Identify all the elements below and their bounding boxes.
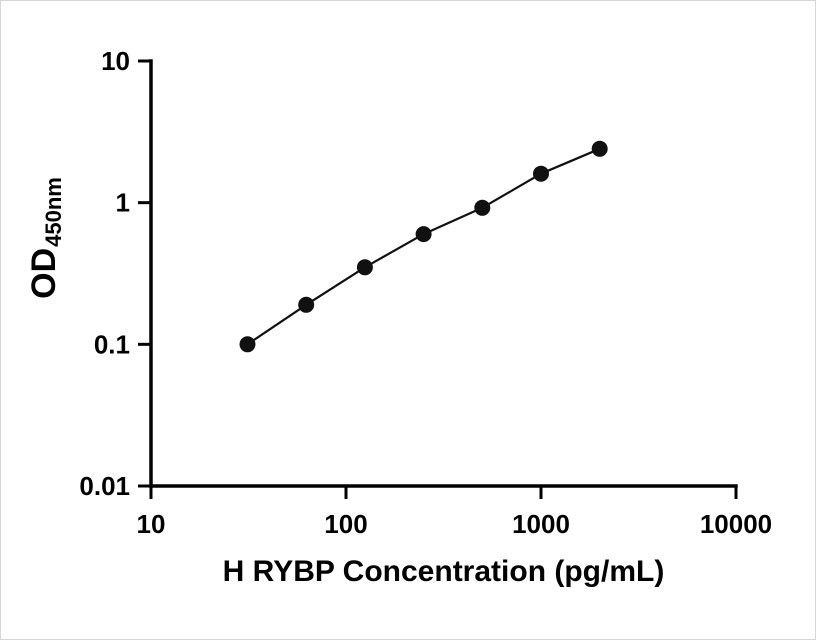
data-point-marker: [474, 199, 491, 216]
x-tick-label: 10: [137, 509, 166, 539]
data-point-marker: [415, 226, 432, 243]
x-tick-label: 1000: [512, 509, 570, 539]
y-tick-label: 0.1: [94, 329, 130, 359]
x-tick-label: 100: [324, 509, 367, 539]
data-point-marker: [591, 140, 608, 157]
data-point-marker: [533, 165, 549, 182]
data-point-marker: [239, 336, 256, 353]
data-point-marker: [298, 296, 315, 313]
y-tick-label: 1: [116, 188, 130, 218]
data-point-marker: [356, 259, 373, 276]
y-axis-title-subscript: 450nm: [41, 177, 66, 247]
y-axis-title-main: OD: [25, 247, 63, 299]
x-tick-label: 10000: [700, 509, 772, 539]
y-tick-label: 0.01: [79, 471, 130, 501]
y-tick-label: 10: [101, 46, 130, 76]
y-axis-title: OD 450nm: [25, 88, 69, 388]
x-axis-title: H RYBP Concentration (pg/mL): [222, 555, 665, 588]
